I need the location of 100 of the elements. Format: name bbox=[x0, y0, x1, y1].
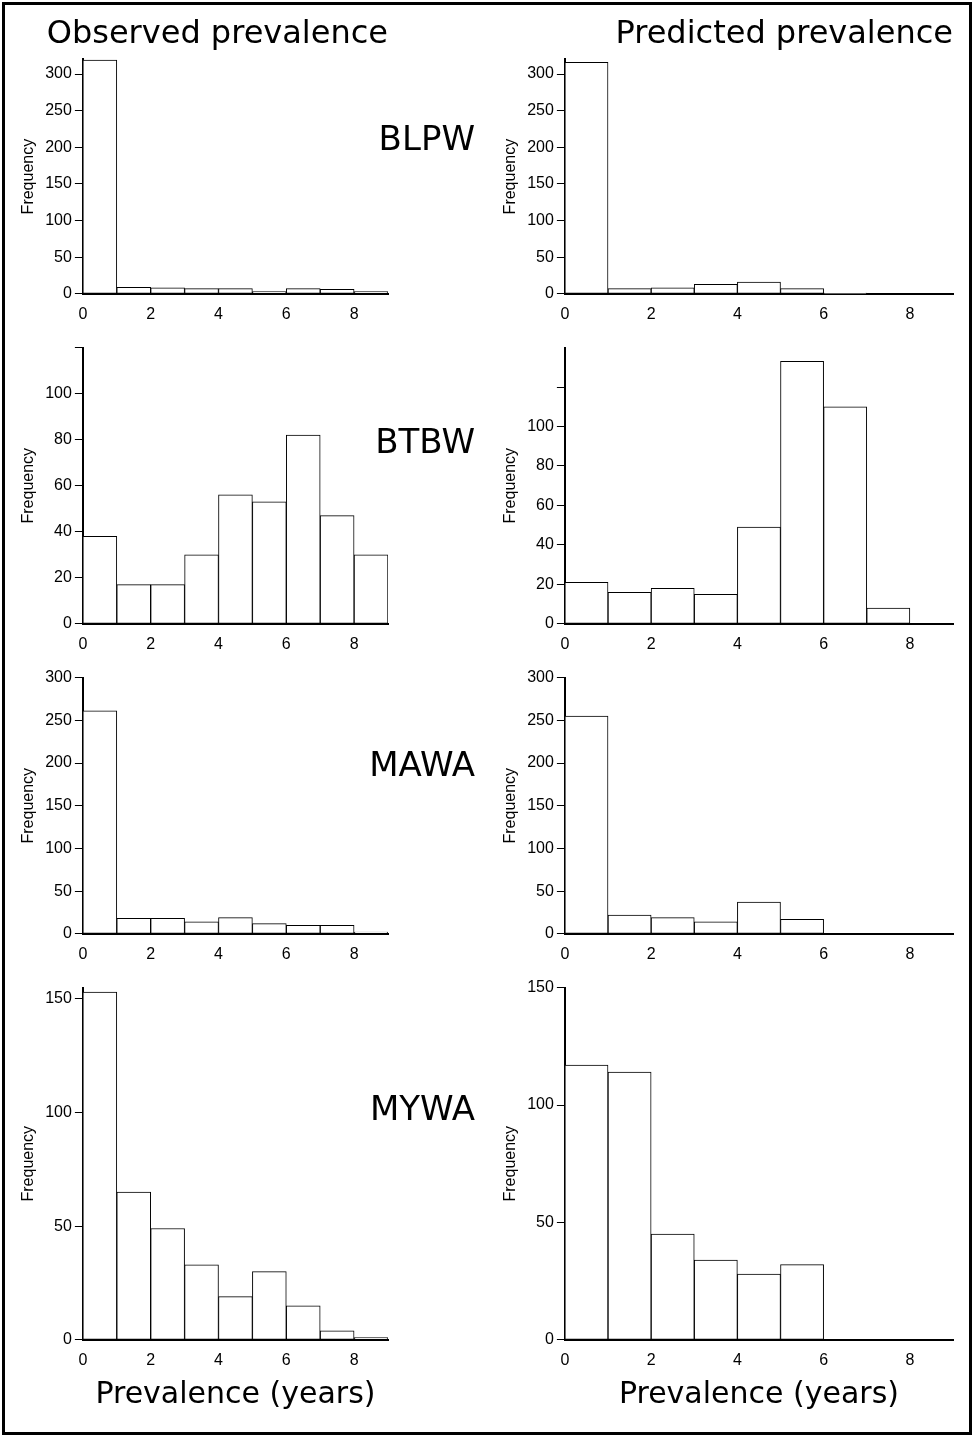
x-tick-label: 4 bbox=[732, 634, 742, 652]
x-tick-label: 4 bbox=[732, 304, 742, 322]
x-tick-label: 6 bbox=[281, 634, 291, 652]
y-tick-label: 0 bbox=[62, 284, 72, 302]
y-tick-label: 200 bbox=[45, 137, 72, 155]
y-tick-label: 50 bbox=[536, 1212, 554, 1230]
y-tick-label: 0 bbox=[544, 284, 554, 302]
chart-title: Predicted prevalence bbox=[615, 12, 953, 51]
x-tick-label: 0 bbox=[78, 944, 88, 962]
y-tick-label: 200 bbox=[527, 753, 554, 771]
x-tick-label: 0 bbox=[78, 304, 88, 322]
x-tick-label: 2 bbox=[146, 944, 156, 962]
x-tick-label: 2 bbox=[646, 304, 656, 322]
y-tick-label: 150 bbox=[45, 796, 72, 814]
y-axis-title: Frequency bbox=[19, 1125, 37, 1202]
y-tick-label: 0 bbox=[62, 1330, 72, 1348]
y-axis-title: Frequency bbox=[19, 138, 37, 215]
y-tick-label: 150 bbox=[45, 989, 72, 1007]
y-tick-label: 100 bbox=[527, 210, 554, 228]
x-tick-label: 4 bbox=[732, 1350, 742, 1368]
annotation: BLPW bbox=[378, 118, 475, 159]
x-tick-label: 2 bbox=[146, 634, 156, 652]
y-tick-label: 100 bbox=[45, 384, 72, 402]
y-tick-label: 100 bbox=[45, 838, 72, 856]
y-tick-label: 100 bbox=[527, 838, 554, 856]
y-tick-label: 0 bbox=[544, 614, 554, 632]
y-tick-label: 0 bbox=[62, 614, 72, 632]
x-tick-label: 0 bbox=[560, 634, 570, 652]
x-tick-label: 8 bbox=[349, 634, 359, 652]
y-tick-label: 80 bbox=[54, 430, 72, 448]
y-tick-label: 200 bbox=[527, 137, 554, 155]
y-tick-label: 150 bbox=[527, 796, 554, 814]
y-tick-label: 250 bbox=[527, 710, 554, 728]
y-axis-title: Frequency bbox=[19, 767, 37, 844]
y-tick-label: 60 bbox=[536, 495, 554, 513]
x-tick-label: 2 bbox=[646, 1350, 656, 1368]
x-tick-label: 8 bbox=[349, 944, 359, 962]
y-tick-label: 300 bbox=[527, 668, 554, 686]
y-tick-label: 0 bbox=[544, 924, 554, 942]
x-tick-label: 8 bbox=[905, 944, 915, 962]
x-tick-label: 4 bbox=[214, 944, 224, 962]
y-tick-label: 150 bbox=[527, 174, 554, 192]
x-tick-label: 8 bbox=[905, 1350, 915, 1368]
x-tick-label: 0 bbox=[78, 1350, 88, 1368]
y-tick-label: 100 bbox=[45, 210, 72, 228]
x-tick-label: 2 bbox=[146, 304, 156, 322]
y-tick-label: 300 bbox=[45, 64, 72, 82]
y-tick-label: 60 bbox=[54, 476, 72, 494]
x-tick-label: 0 bbox=[560, 1350, 570, 1368]
y-tick-label: 150 bbox=[527, 978, 554, 996]
y-axis-title: Frequency bbox=[501, 138, 519, 215]
x-tick-label: 8 bbox=[349, 1350, 359, 1368]
y-tick-label: 0 bbox=[62, 924, 72, 942]
y-axis-title: Frequency bbox=[501, 447, 519, 524]
y-tick-label: 50 bbox=[536, 247, 554, 265]
y-tick-label: 50 bbox=[54, 1216, 72, 1234]
y-tick-label: 40 bbox=[536, 535, 554, 553]
y-tick-label: 150 bbox=[45, 174, 72, 192]
x-tick-label: 4 bbox=[214, 1350, 224, 1368]
y-axis-title: Frequency bbox=[501, 767, 519, 844]
x-tick-label: 6 bbox=[281, 944, 291, 962]
y-tick-label: 20 bbox=[54, 568, 72, 586]
x-tick-label: 4 bbox=[214, 634, 224, 652]
x-tick-label: 8 bbox=[349, 304, 359, 322]
y-tick-label: 100 bbox=[45, 1102, 72, 1120]
y-tick-label: 50 bbox=[54, 881, 72, 899]
x-tick-label: 6 bbox=[281, 304, 291, 322]
y-tick-label: 300 bbox=[45, 668, 72, 686]
x-tick-label: 6 bbox=[281, 1350, 291, 1368]
x-axis-title: Prevalence (years) bbox=[95, 1374, 376, 1410]
annotation: MYWA bbox=[369, 1087, 475, 1128]
x-tick-label: 8 bbox=[905, 304, 915, 322]
annotation: BTBW bbox=[375, 421, 475, 462]
x-tick-label: 6 bbox=[819, 634, 829, 652]
chart-title: Observed prevalence bbox=[46, 12, 388, 51]
y-tick-label: 100 bbox=[527, 416, 554, 434]
y-tick-label: 0 bbox=[544, 1330, 554, 1348]
y-tick-label: 200 bbox=[45, 753, 72, 771]
x-tick-label: 6 bbox=[819, 304, 829, 322]
x-tick-label: 6 bbox=[819, 944, 829, 962]
x-tick-label: 6 bbox=[819, 1350, 829, 1368]
y-tick-label: 100 bbox=[527, 1095, 554, 1113]
y-tick-label: 50 bbox=[54, 247, 72, 265]
y-tick-label: 250 bbox=[527, 101, 554, 119]
y-tick-label: 300 bbox=[527, 64, 554, 82]
x-tick-label: 4 bbox=[732, 944, 742, 962]
x-tick-label: 8 bbox=[905, 634, 915, 652]
annotation: MAWA bbox=[369, 744, 475, 785]
y-axis-title: Frequency bbox=[19, 447, 37, 524]
x-tick-label: 4 bbox=[214, 304, 224, 322]
x-tick-label: 0 bbox=[78, 634, 88, 652]
y-tick-label: 250 bbox=[45, 101, 72, 119]
y-tick-label: 50 bbox=[536, 881, 554, 899]
x-tick-label: 2 bbox=[646, 634, 656, 652]
x-tick-label: 2 bbox=[646, 944, 656, 962]
x-tick-label: 2 bbox=[146, 1350, 156, 1368]
y-tick-label: 40 bbox=[54, 522, 72, 540]
x-axis-title: Prevalence (years) bbox=[618, 1374, 899, 1410]
x-tick-label: 0 bbox=[560, 304, 570, 322]
y-axis-title: Frequency bbox=[501, 1125, 519, 1202]
